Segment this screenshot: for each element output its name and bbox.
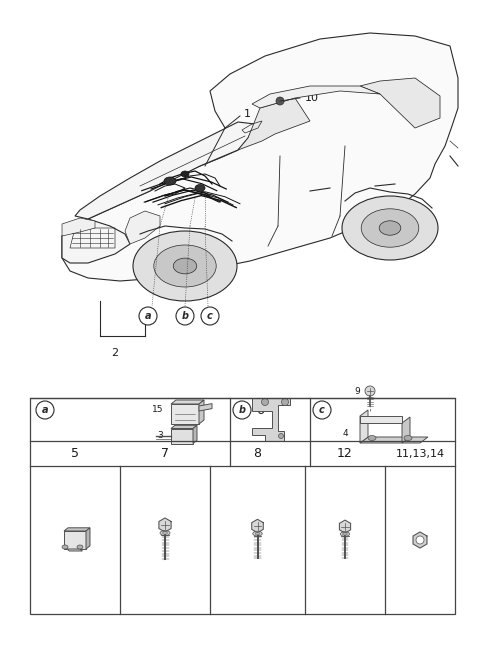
Ellipse shape (163, 532, 168, 534)
Circle shape (36, 401, 54, 419)
Polygon shape (360, 410, 368, 443)
Ellipse shape (404, 436, 412, 440)
Polygon shape (62, 33, 458, 281)
Ellipse shape (361, 209, 419, 247)
Polygon shape (159, 518, 171, 532)
Polygon shape (413, 532, 427, 548)
Circle shape (416, 536, 424, 544)
Polygon shape (171, 425, 197, 428)
Circle shape (201, 307, 219, 325)
Polygon shape (402, 417, 410, 443)
Text: 8: 8 (253, 447, 262, 460)
Polygon shape (171, 428, 193, 443)
Ellipse shape (368, 436, 376, 440)
Polygon shape (339, 520, 350, 533)
Text: a: a (144, 311, 151, 321)
Circle shape (233, 401, 251, 419)
Polygon shape (360, 437, 428, 443)
Circle shape (313, 401, 331, 419)
Polygon shape (252, 86, 380, 108)
Text: c: c (319, 405, 325, 415)
Polygon shape (360, 416, 402, 423)
Ellipse shape (160, 531, 170, 535)
Polygon shape (360, 78, 440, 128)
Polygon shape (171, 400, 204, 404)
Circle shape (281, 398, 288, 405)
Polygon shape (252, 520, 263, 533)
Text: 1: 1 (244, 109, 251, 119)
Text: 2: 2 (111, 348, 119, 358)
Polygon shape (64, 528, 90, 531)
Ellipse shape (77, 545, 83, 549)
Polygon shape (125, 211, 160, 244)
Text: c: c (207, 311, 213, 321)
Polygon shape (199, 400, 204, 424)
Text: b: b (181, 311, 189, 321)
Text: 15: 15 (152, 405, 163, 413)
Polygon shape (62, 218, 95, 236)
Circle shape (176, 307, 194, 325)
Ellipse shape (173, 258, 197, 274)
Text: 6: 6 (256, 403, 264, 417)
Text: 12: 12 (337, 447, 353, 460)
Polygon shape (199, 403, 212, 411)
Circle shape (278, 434, 284, 438)
Polygon shape (193, 425, 197, 443)
Text: 3: 3 (157, 432, 163, 440)
Polygon shape (75, 122, 255, 219)
Ellipse shape (133, 231, 237, 301)
Text: 4: 4 (342, 428, 348, 438)
Polygon shape (238, 98, 310, 150)
Text: b: b (239, 405, 245, 415)
Circle shape (139, 307, 157, 325)
Ellipse shape (164, 177, 176, 185)
Ellipse shape (340, 531, 349, 536)
Text: a: a (42, 405, 48, 415)
Polygon shape (171, 404, 199, 424)
Circle shape (365, 386, 375, 396)
Ellipse shape (253, 531, 262, 536)
Polygon shape (64, 531, 86, 549)
Text: 5: 5 (71, 447, 79, 460)
Text: 7: 7 (161, 447, 169, 460)
Ellipse shape (154, 245, 216, 287)
Ellipse shape (342, 196, 438, 260)
Polygon shape (252, 398, 290, 441)
Polygon shape (86, 528, 90, 549)
Text: 11,13,14: 11,13,14 (396, 449, 444, 459)
Bar (30, 398, 455, 614)
Ellipse shape (195, 184, 205, 192)
Polygon shape (67, 549, 83, 551)
Circle shape (276, 97, 284, 105)
Circle shape (262, 398, 268, 405)
Text: 9: 9 (354, 386, 360, 396)
Ellipse shape (62, 545, 68, 549)
Ellipse shape (181, 171, 189, 177)
Ellipse shape (379, 221, 401, 236)
Text: 10: 10 (305, 93, 319, 103)
Ellipse shape (343, 533, 348, 535)
Polygon shape (62, 219, 130, 263)
Ellipse shape (255, 533, 260, 535)
